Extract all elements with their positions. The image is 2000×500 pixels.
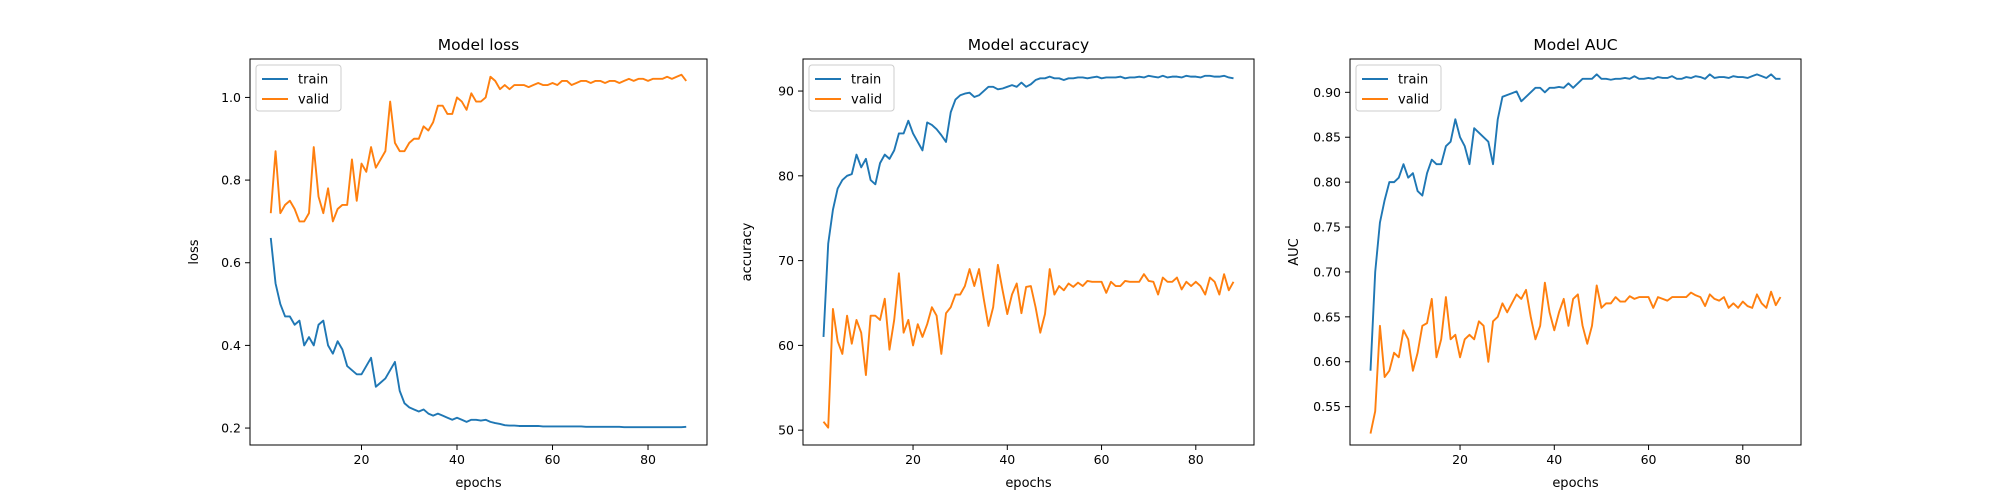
y-axis-label: accuracy [740,222,755,281]
x-tick-label: 20 [354,452,370,467]
loss-chart: Model loss epochs loss 20 40 60 80 0.2 0.4 0.6… [187,36,708,491]
y-tick-label: 70 [778,253,794,268]
x-axis-label: epochs [1005,476,1052,491]
legend-label-valid: valid [298,93,329,108]
y-tick-label: 0.90 [1313,85,1341,100]
axes-frame [802,58,1255,446]
y-tick-label: 0.65 [1313,309,1341,324]
y-tick-label: 0.60 [1313,354,1341,369]
x-tick-label: 60 [1094,452,1110,467]
y-tick-label: 0.8 [221,173,241,188]
x-tick-label: 40 [449,452,465,467]
series-line-train [269,237,687,429]
series-line-valid [1369,281,1782,434]
y-tick-label: 0.4 [221,338,241,353]
plot-area: 20 40 60 80 0.2 0.4 0.6 0.8 1.0 train valid [221,58,708,467]
series-line-train [1369,73,1781,371]
legend-label-train: train [1398,73,1428,88]
legend: train valid [808,64,895,112]
legend-label-valid: valid [1398,93,1429,108]
x-tick-label: 60 [545,452,561,467]
legend-label-train: train [298,73,328,88]
plot-area: 20 40 60 80 0.55 0.60 0.65 0.70 0.75 0.80 0.85 0.90… [1313,58,1802,467]
y-tick-label: 0.55 [1313,399,1341,414]
series-line-valid [822,263,1235,429]
y-tick-label: 0.2 [221,421,241,436]
x-axis-label: epochs [455,476,502,491]
y-tick-label: 0.75 [1313,220,1341,235]
series-line-train [822,74,1234,337]
x-tick-label: 20 [905,452,921,467]
x-tick-label: 40 [999,452,1015,467]
y-tick-label: 60 [778,338,794,353]
chart-title: Model loss [438,36,519,54]
plot-area: 20 40 60 80 50 60 70 80 90 train valid [778,58,1255,467]
x-tick-label: 60 [1641,452,1657,467]
y-tick-label: 0.85 [1313,130,1341,145]
y-tick-label: 90 [778,84,794,99]
x-tick-label: 20 [1452,452,1468,467]
legend-label-valid: valid [851,93,882,108]
y-tick-label: 0.6 [221,255,241,270]
axes-frame [249,58,708,446]
chart-title: Model AUC [1533,36,1617,54]
x-tick-label: 80 [1735,452,1751,467]
auc-chart: Model AUC epochs AUC 20 40 60 80 0.55 0.60 0.6… [1287,36,1802,491]
accuracy-chart: Model accuracy epochs accuracy 20 40 60 80 5… [740,36,1255,491]
x-tick-label: 80 [640,452,656,467]
legend: train valid [255,64,342,112]
axes-frame [1349,58,1802,446]
legend: train valid [1355,64,1442,112]
series-line-valid [269,73,687,223]
y-tick-label: 50 [778,423,794,438]
y-tick-label: 0.80 [1313,175,1341,190]
chart-title: Model accuracy [968,36,1089,54]
legend-label-train: train [851,73,881,88]
x-tick-label: 80 [1188,452,1204,467]
y-tick-label: 0.70 [1313,264,1341,279]
y-axis-label: loss [187,239,202,264]
y-tick-label: 80 [778,168,794,183]
y-tick-label: 1.0 [221,90,241,105]
x-tick-label: 40 [1546,452,1562,467]
x-axis-label: epochs [1552,476,1599,491]
y-axis-label: AUC [1287,238,1302,266]
